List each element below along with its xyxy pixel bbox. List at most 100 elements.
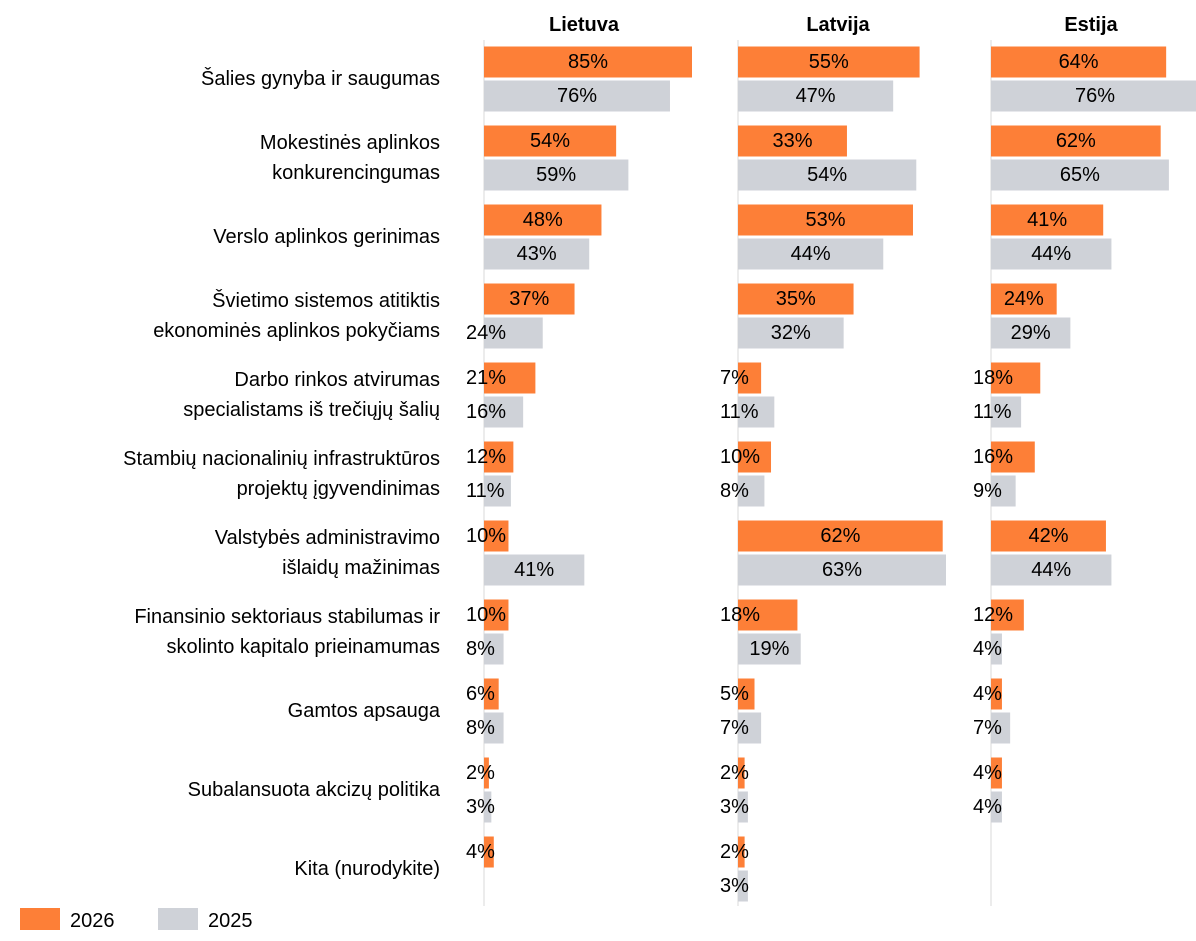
value-label: 8% xyxy=(466,717,495,739)
bar xyxy=(991,204,1104,236)
category-label: Švietimo sistemos atitiktis ekonominės a… xyxy=(153,290,440,342)
bar xyxy=(991,475,1016,507)
bar xyxy=(991,159,1169,191)
value-label: 7% xyxy=(973,717,1002,739)
bar xyxy=(991,791,1002,823)
bar xyxy=(738,125,847,157)
value-label: 44% xyxy=(1031,243,1071,265)
bar xyxy=(991,520,1106,552)
value-label: 6% xyxy=(466,683,495,705)
value-label: 76% xyxy=(557,85,597,107)
category-label: Darbo rinkos atvirumas specialistams iš … xyxy=(183,369,440,421)
bar xyxy=(738,475,765,507)
value-label: 3% xyxy=(466,796,495,818)
value-label: 2% xyxy=(466,762,495,784)
bar xyxy=(484,238,590,270)
value-label: 35% xyxy=(776,288,816,310)
bar xyxy=(484,757,489,789)
value-label: 12% xyxy=(973,604,1013,626)
bar xyxy=(738,870,748,902)
value-label: 4% xyxy=(973,762,1002,784)
bar xyxy=(991,80,1196,112)
bar xyxy=(991,633,1002,665)
bar xyxy=(738,283,854,315)
value-label: 16% xyxy=(466,401,506,423)
value-label: 9% xyxy=(973,480,1002,502)
bar xyxy=(484,125,617,157)
bar xyxy=(484,599,509,631)
value-label: 59% xyxy=(536,164,576,186)
bar xyxy=(484,46,692,78)
value-label: 10% xyxy=(466,604,506,626)
value-label: 4% xyxy=(466,841,495,863)
value-label: 47% xyxy=(796,85,836,107)
bar xyxy=(738,678,755,710)
legend-label: 2026 xyxy=(70,910,115,932)
value-label: 55% xyxy=(809,51,849,73)
category-label: Šalies gynyba ir saugumas xyxy=(200,68,440,90)
bar xyxy=(484,712,504,744)
bar xyxy=(991,441,1035,473)
value-label: 3% xyxy=(720,796,749,818)
value-label: 44% xyxy=(791,243,831,265)
category-label: Kita (nurodykite) xyxy=(294,858,440,880)
bar xyxy=(484,633,504,665)
category-label: Mokestinės aplinkos konkurencingumas xyxy=(259,132,440,184)
value-label: 64% xyxy=(1059,51,1099,73)
bar xyxy=(484,204,602,236)
value-label: 11% xyxy=(466,480,505,502)
bar xyxy=(484,554,585,586)
value-label: 7% xyxy=(720,717,749,739)
value-label: 32% xyxy=(771,322,811,344)
value-label: 41% xyxy=(514,559,554,581)
value-label: 44% xyxy=(1031,559,1071,581)
value-label: 10% xyxy=(720,446,760,468)
value-label: 54% xyxy=(807,164,847,186)
value-label: 62% xyxy=(820,525,860,547)
bar xyxy=(484,317,543,349)
panel-title: Lietuva xyxy=(549,14,620,36)
value-label: 63% xyxy=(822,559,862,581)
panel-title: Latvija xyxy=(806,14,870,36)
value-label: 19% xyxy=(749,638,789,660)
value-label: 37% xyxy=(509,288,549,310)
bar xyxy=(484,362,536,394)
bar xyxy=(738,633,801,665)
bar xyxy=(738,46,920,78)
value-label: 2% xyxy=(720,841,749,863)
value-label: 5% xyxy=(720,683,749,705)
bar xyxy=(991,362,1041,394)
panel-title: Estija xyxy=(1064,14,1118,36)
value-label: 10% xyxy=(466,525,506,547)
value-label: 11% xyxy=(973,401,1012,423)
bar xyxy=(991,554,1112,586)
value-label: 41% xyxy=(1027,209,1067,231)
bar xyxy=(738,317,844,349)
value-label: 21% xyxy=(466,367,506,389)
bar xyxy=(991,396,1022,428)
value-label: 8% xyxy=(720,480,749,502)
bar xyxy=(484,836,494,868)
value-label: 76% xyxy=(1075,85,1115,107)
value-label: 4% xyxy=(973,683,1002,705)
bar xyxy=(484,520,509,552)
bar xyxy=(484,159,629,191)
value-label: 18% xyxy=(720,604,760,626)
category-label: Verslo aplinkos gerinimas xyxy=(213,226,440,248)
value-label: 16% xyxy=(973,446,1013,468)
value-label: 11% xyxy=(720,401,759,423)
value-label: 24% xyxy=(466,322,506,344)
bar xyxy=(738,757,745,789)
bar xyxy=(991,317,1071,349)
bar xyxy=(484,678,499,710)
bar xyxy=(738,712,762,744)
value-label: 4% xyxy=(973,796,1002,818)
bar xyxy=(991,599,1024,631)
value-label: 33% xyxy=(772,130,812,152)
category-label: Subalansuota akcizų politika xyxy=(187,779,440,801)
bar xyxy=(484,475,511,507)
category-label: Gamtos apsauga xyxy=(287,700,440,722)
value-label: 54% xyxy=(530,130,570,152)
bar xyxy=(738,441,772,473)
bar xyxy=(738,520,943,552)
